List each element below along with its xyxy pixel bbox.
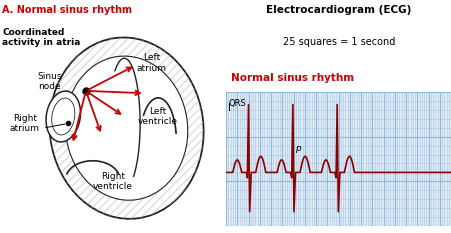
- Text: Left
atrium: Left atrium: [136, 53, 166, 73]
- Text: 25 squares = 1 second: 25 squares = 1 second: [282, 37, 394, 47]
- Text: Left
ventricle: Left ventricle: [138, 107, 178, 126]
- Text: Right
atrium: Right atrium: [10, 114, 40, 133]
- Text: Normal sinus rhythm: Normal sinus rhythm: [230, 73, 353, 83]
- Text: QRS: QRS: [228, 99, 245, 108]
- Text: Sinus
node: Sinus node: [37, 72, 62, 91]
- Text: A. Normal sinus rhythm: A. Normal sinus rhythm: [2, 5, 132, 15]
- Text: Coordinated
activity in atria: Coordinated activity in atria: [2, 28, 80, 47]
- Text: Electrocardiogram (ECG): Electrocardiogram (ECG): [266, 5, 411, 15]
- Text: p: p: [295, 144, 300, 153]
- Ellipse shape: [51, 98, 75, 135]
- Ellipse shape: [49, 38, 203, 219]
- Ellipse shape: [46, 91, 80, 142]
- Ellipse shape: [65, 56, 187, 200]
- Text: Right
ventricle: Right ventricle: [93, 172, 133, 192]
